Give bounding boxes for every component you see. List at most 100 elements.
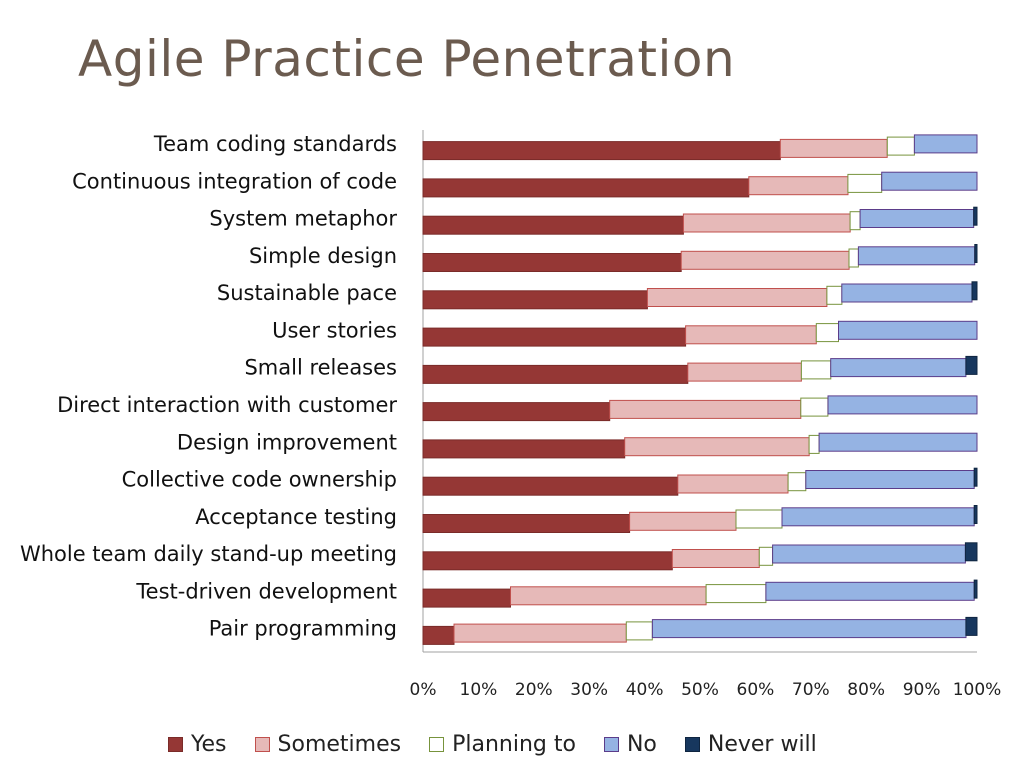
category-label-continuous-integration-of-code: Continuous integration of code: [72, 169, 397, 193]
bar-yes-team-coding-standards: [422, 141, 781, 161]
legend-swatch-planning-to: [429, 737, 445, 752]
bar-sometimes-system-metaphor: [682, 213, 851, 233]
bar-no-team-coding-standards: [913, 134, 978, 154]
bar-never-will-system-metaphor: [973, 206, 978, 226]
legend-label-no: No: [626, 732, 657, 757]
bar-sometimes-simple-design: [680, 250, 850, 270]
bar-planning-to-user-stories: [815, 323, 839, 343]
category-label-test-driven-development: Test-driven development: [135, 579, 397, 603]
category-label-small-releases: Small releases: [244, 356, 397, 380]
bar-never-will-sustainable-pace: [971, 281, 978, 301]
bar-planning-to-acceptance-testing: [735, 509, 783, 529]
bar-never-will-acceptance-testing: [973, 505, 978, 524]
bar-sometimes-collective-code-ownership: [677, 474, 789, 494]
x-tick-label-4: 40%: [626, 680, 664, 700]
category-label-whole-team-daily-stand-up-meeting: Whole team daily stand-up meeting: [20, 542, 397, 566]
category-label-design-improvement: Design improvement: [177, 430, 397, 454]
bar-never-will-test-driven-development: [973, 579, 978, 599]
category-label-sustainable-pace: Sustainable pace: [217, 281, 397, 305]
bar-sometimes-acceptance-testing: [629, 511, 737, 531]
chart-legend: Yes Sometimes Planning to No Never will: [168, 732, 817, 757]
bar-no-small-releases: [830, 358, 967, 378]
bar-never-will-pair-programming: [965, 616, 978, 636]
x-tick-label-7: 70%: [792, 680, 830, 700]
bar-no-acceptance-testing: [781, 507, 975, 527]
x-tick-label-8: 80%: [847, 680, 885, 700]
bar-no-user-stories: [838, 320, 978, 340]
bar-yes-direct-interaction-with-customer: [422, 402, 611, 422]
bar-sometimes-team-coding-standards: [779, 138, 888, 158]
bar-planning-to-sustainable-pace: [826, 285, 843, 305]
x-tick-label-3: 30%: [570, 680, 608, 700]
bar-planning-to-whole-team-daily-stand-up-meeting: [758, 546, 774, 566]
x-tick-label-0: 0%: [410, 680, 437, 700]
category-label-user-stories: User stories: [272, 318, 397, 342]
bar-sometimes-pair-programming: [453, 623, 627, 643]
legend-item-never-will: Never will: [684, 732, 817, 757]
bar-planning-to-small-releases: [800, 360, 832, 380]
legend-label-never-will: Never will: [707, 732, 817, 757]
bar-sometimes-small-releases: [687, 362, 802, 382]
slide-title: Agile Practice Penetration: [78, 30, 736, 88]
bar-planning-to-continuous-integration-of-code: [847, 173, 883, 193]
category-label-collective-code-ownership: Collective code ownership: [122, 468, 397, 492]
bar-no-collective-code-ownership: [805, 470, 975, 489]
bar-yes-design-improvement: [422, 439, 626, 459]
bar-sometimes-direct-interaction-with-customer: [609, 399, 802, 419]
bar-sometimes-continuous-integration-of-code: [748, 176, 849, 196]
legend-swatch-sometimes: [254, 737, 270, 752]
legend-label-yes: Yes: [191, 732, 227, 757]
bar-no-continuous-integration-of-code: [881, 171, 978, 191]
legend-label-planning-to: Planning to: [452, 732, 576, 757]
bar-yes-simple-design: [422, 253, 682, 272]
bar-sometimes-test-driven-development: [510, 586, 707, 606]
bar-yes-continuous-integration-of-code: [422, 178, 750, 198]
bar-never-will-whole-team-daily-stand-up-meeting: [964, 542, 978, 562]
bar-sometimes-design-improvement: [624, 437, 810, 457]
bar-sometimes-user-stories: [685, 325, 817, 345]
bar-never-will-small-releases: [965, 355, 978, 375]
bar-planning-to-simple-design: [848, 248, 859, 268]
category-label-simple-design: Simple design: [249, 244, 397, 268]
bar-planning-to-collective-code-ownership: [787, 472, 807, 492]
category-label-pair-programming: Pair programming: [209, 617, 397, 641]
x-tick-label-1: 10%: [460, 680, 498, 700]
legend-label-sometimes: Sometimes: [277, 732, 402, 757]
x-tick-label-9: 90%: [903, 680, 941, 700]
x-tick-label-5: 50%: [681, 680, 719, 700]
legend-item-planning-to: Planning to: [429, 732, 576, 757]
legend-item-no: No: [603, 732, 657, 757]
bar-yes-whole-team-daily-stand-up-meeting: [422, 551, 673, 571]
legend-swatch-yes: [168, 737, 183, 752]
category-label-acceptance-testing: Acceptance testing: [195, 505, 397, 529]
bar-planning-to-test-driven-development: [705, 584, 767, 604]
bar-yes-pair-programming: [422, 625, 455, 645]
legend-item-sometimes: Sometimes: [254, 732, 402, 757]
bar-yes-small-releases: [422, 364, 689, 384]
x-tick-label-6: 60%: [737, 680, 775, 700]
bar-planning-to-system-metaphor: [849, 211, 861, 231]
bar-planning-to-pair-programming: [625, 621, 653, 641]
bar-planning-to-direct-interaction-with-customer: [800, 397, 829, 417]
bar-no-pair-programming: [651, 619, 967, 639]
bar-planning-to-design-improvement: [808, 434, 820, 454]
bar-no-test-driven-development: [765, 581, 975, 601]
bar-no-direct-interaction-with-customer: [827, 395, 978, 415]
bar-yes-collective-code-ownership: [422, 476, 679, 496]
stacked-bar-chart: Team coding standards Continuous integrat…: [20, 130, 1001, 700]
category-label-team-coding-standards: Team coding standards: [153, 132, 397, 156]
bar-no-design-improvement: [818, 432, 978, 452]
bar-yes-acceptance-testing: [422, 514, 631, 533]
bar-no-simple-design: [857, 246, 976, 266]
legend-item-yes: Yes: [168, 732, 227, 757]
category-label-direct-interaction-with-customer: Direct interaction with customer: [57, 393, 397, 417]
bar-sometimes-sustainable-pace: [646, 288, 828, 307]
bar-never-will-collective-code-ownership: [973, 467, 978, 487]
category-label-system-metaphor: System metaphor: [209, 207, 397, 231]
x-tick-label-2: 20%: [515, 680, 553, 700]
bar-sometimes-whole-team-daily-stand-up-meeting: [671, 549, 760, 568]
bar-yes-test-driven-development: [422, 588, 511, 608]
bar-no-whole-team-daily-stand-up-meeting: [772, 544, 966, 564]
bar-yes-sustainable-pace: [422, 290, 648, 310]
bar-planning-to-team-coding-standards: [886, 136, 915, 156]
